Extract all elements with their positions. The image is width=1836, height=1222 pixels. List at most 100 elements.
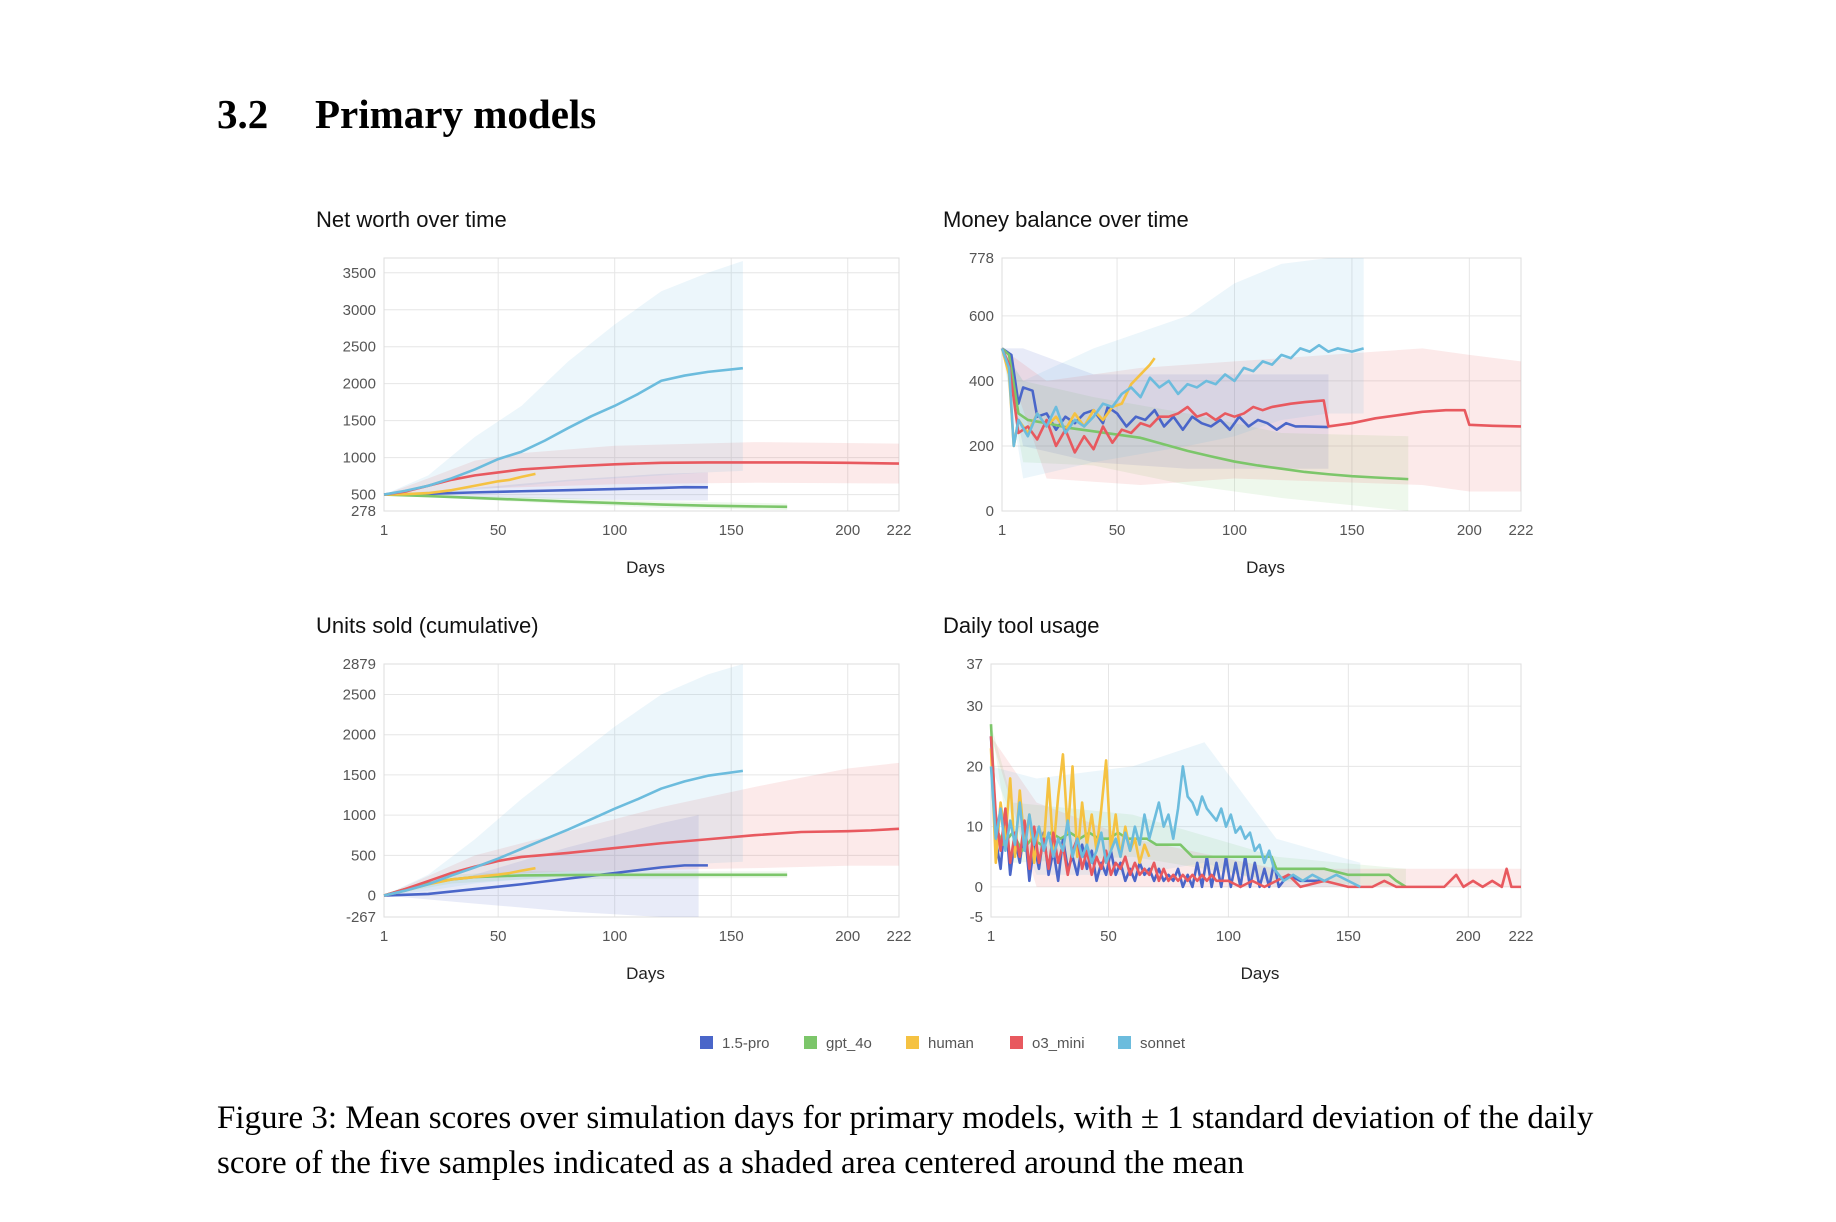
y-tick-label: 3500 — [343, 265, 376, 282]
band-sonnet — [384, 664, 743, 896]
band-sonnet — [384, 260, 743, 495]
series-line-1.5-pro — [383, 864, 708, 897]
y-tick-label: 2879 — [343, 656, 376, 673]
legend-label-gpt_4o: gpt_4o — [826, 1035, 872, 1052]
y-tick-label: 2000 — [343, 727, 376, 744]
chart-title: Daily tool usage — [943, 613, 1100, 638]
y-tick-label: -267 — [346, 909, 376, 926]
legend-label-o3_mini: o3_mini — [1032, 1035, 1085, 1052]
y-tick-label: 20 — [966, 758, 983, 775]
y-tick-label: 778 — [969, 250, 994, 267]
legend-swatch-1.5-pro — [700, 1036, 713, 1049]
y-tick-label: 2500 — [343, 339, 376, 356]
band-o3_mini — [991, 736, 1521, 887]
x-tick-label: 50 — [490, 928, 507, 945]
x-tick-label: 200 — [835, 522, 860, 539]
y-tick-label: 3000 — [343, 302, 376, 319]
x-axis-label: Days — [1246, 558, 1285, 577]
x-tick-label: 200 — [835, 928, 860, 945]
y-tick-label: 10 — [966, 819, 983, 836]
plot-frame — [383, 257, 900, 512]
series-line-o3_mini — [383, 827, 900, 897]
x-tick-label: 200 — [1457, 522, 1482, 539]
legend-swatch-gpt_4o — [804, 1036, 817, 1049]
x-tick-label: 222 — [1508, 928, 1533, 945]
band-gpt_4o — [1002, 348, 1409, 511]
series-line-o3_mini — [1000, 347, 1522, 454]
plot-frame — [383, 663, 900, 918]
legend-label-1.5-pro: 1.5-pro — [722, 1035, 770, 1052]
x-tick-label: 50 — [1109, 522, 1126, 539]
legend-label-human: human — [928, 1035, 974, 1052]
x-tick-label: 100 — [602, 928, 627, 945]
y-tick-label: 2500 — [343, 686, 376, 703]
y-tick-label: -5 — [970, 909, 983, 926]
x-tick-label: 100 — [1222, 522, 1247, 539]
x-tick-label: 200 — [1456, 928, 1481, 945]
y-tick-label: 2000 — [343, 376, 376, 393]
x-tick-label: 1 — [998, 522, 1006, 539]
series-line-sonnet — [383, 769, 744, 897]
series-line-1.5-pro — [1001, 347, 1329, 432]
y-tick-label: 0 — [986, 503, 994, 520]
chart-3: Units sold (cumulative)1 50 100 150 200 222-2… — [316, 613, 912, 983]
x-tick-label: 50 — [1100, 928, 1117, 945]
x-tick-label: 150 — [719, 928, 744, 945]
chart-title: Money balance over time — [943, 207, 1189, 232]
y-tick-label: 0 — [975, 879, 983, 896]
y-tick-label: 278 — [351, 503, 376, 520]
series-line-sonnet — [383, 366, 744, 496]
section-heading: 3.2 Primary models — [217, 90, 596, 138]
series-line-sonnet — [1000, 343, 1365, 448]
x-axis-label: Days — [626, 964, 665, 983]
x-axis-label: Days — [1241, 964, 1280, 983]
legend-swatch-human — [906, 1036, 919, 1049]
legend-label-sonnet: sonnet — [1140, 1035, 1186, 1052]
plot-frame — [1001, 257, 1522, 512]
x-tick-label: 1 — [380, 522, 388, 539]
y-tick-label: 30 — [966, 698, 983, 715]
x-tick-label: 150 — [1339, 522, 1364, 539]
y-tick-label: 1500 — [343, 767, 376, 784]
y-tick-label: 600 — [969, 308, 994, 325]
x-tick-label: 222 — [1508, 522, 1533, 539]
x-tick-label: 50 — [490, 522, 507, 539]
y-tick-label: 500 — [351, 847, 376, 864]
series-line-gpt_4o — [1001, 347, 1409, 481]
y-tick-label: 1000 — [343, 807, 376, 824]
band-o3_mini — [384, 762, 899, 896]
y-tick-label: 37 — [966, 656, 983, 673]
section-title: Primary models — [315, 91, 597, 137]
x-tick-label: 100 — [602, 522, 627, 539]
y-tick-label: 0 — [368, 888, 376, 905]
x-tick-label: 1 — [380, 928, 388, 945]
y-tick-label: 200 — [969, 438, 994, 455]
series-line-gpt_4o — [383, 493, 788, 509]
legend: 1.5-pro gpt_4o human o3_mini sonnet — [700, 1035, 1186, 1052]
series-line-1.5-pro — [383, 485, 708, 496]
x-tick-label: 150 — [1336, 928, 1361, 945]
x-tick-label: 150 — [719, 522, 744, 539]
x-tick-label: 222 — [886, 928, 911, 945]
plot-frame — [990, 663, 1522, 918]
band-sonnet — [1002, 258, 1364, 479]
x-tick-label: 1 — [987, 928, 995, 945]
series-line-sonnet — [989, 765, 1361, 889]
y-tick-label: 1500 — [343, 413, 376, 430]
series-line-human — [383, 472, 536, 496]
chart-title: Units sold (cumulative) — [316, 613, 539, 638]
y-tick-label: 1000 — [343, 450, 376, 467]
y-tick-label: 500 — [351, 487, 376, 504]
legend-swatch-o3_mini — [1010, 1036, 1023, 1049]
figure-caption: Figure 3: Mean scores over simulation da… — [217, 1100, 1594, 1181]
legend-swatch-sonnet — [1118, 1036, 1131, 1049]
x-axis-label: Days — [626, 558, 665, 577]
section-number: 3.2 — [217, 91, 269, 137]
x-tick-label: 100 — [1216, 928, 1241, 945]
chart-title: Net worth over time — [316, 207, 507, 232]
series-line-o3_mini — [989, 736, 1521, 889]
